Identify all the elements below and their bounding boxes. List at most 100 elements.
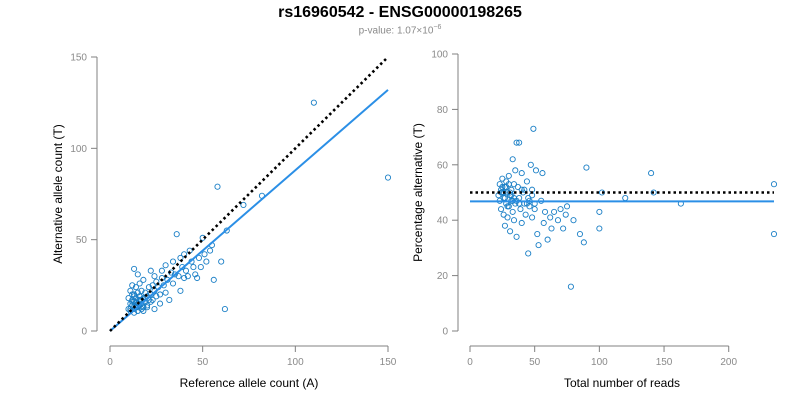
data-point — [529, 214, 536, 221]
y-tick-label: 100 — [70, 144, 87, 155]
y-tick-label: 50 — [76, 235, 88, 246]
data-point — [531, 206, 538, 213]
data-point — [522, 211, 529, 218]
data-point — [129, 282, 136, 289]
x-tick-label: 200 — [720, 357, 737, 368]
data-point — [512, 167, 519, 174]
data-point — [166, 296, 173, 303]
y-tick-label: 20 — [437, 271, 449, 282]
data-point — [501, 222, 508, 229]
data-point — [207, 247, 214, 254]
data-point — [197, 264, 204, 271]
data-point — [534, 230, 541, 238]
x-tick-label: 50 — [529, 357, 541, 368]
data-point — [513, 233, 520, 240]
data-point — [499, 183, 506, 191]
data-point — [497, 206, 505, 213]
data-point — [510, 217, 518, 224]
data-point — [499, 175, 506, 182]
scatter-plot-percentage: 0 20 40 60 80 100 0 50 100 150 200 Total number of … — [411, 50, 778, 390]
data-point — [507, 189, 514, 196]
y-tick-label: 0 — [81, 327, 87, 338]
data-point — [136, 293, 143, 300]
data-point — [563, 203, 571, 210]
data-point — [539, 170, 546, 177]
y-tick-label: 80 — [437, 105, 449, 116]
data-point — [596, 208, 603, 215]
x-axis-title: Reference allele count (A) — [180, 376, 319, 390]
data-point — [562, 211, 569, 218]
data-point — [384, 174, 392, 181]
data-point — [156, 291, 164, 298]
data-point — [532, 167, 540, 174]
x-tick-label: 0 — [107, 357, 113, 368]
y-tick-label: 100 — [431, 50, 448, 61]
data-point — [310, 99, 317, 106]
data-point — [540, 219, 547, 227]
data-point — [525, 250, 532, 257]
data-point — [169, 258, 177, 265]
data-point — [169, 280, 177, 287]
data-point — [127, 287, 134, 294]
data-point — [508, 192, 515, 199]
data-point — [194, 274, 201, 282]
data-point — [517, 206, 524, 213]
data-point — [598, 189, 605, 196]
data-point — [151, 306, 158, 313]
x-tick-label: 150 — [656, 357, 673, 368]
p-value-text: p-value: 1.07×10 — [358, 25, 434, 37]
data-point — [140, 307, 147, 314]
data-point — [151, 273, 158, 280]
data-point — [184, 273, 191, 280]
data-point — [560, 225, 567, 232]
data-point — [596, 225, 603, 232]
x-tick-label: 150 — [380, 357, 397, 368]
data-point — [583, 164, 590, 171]
data-point — [514, 183, 521, 191]
data-point — [147, 298, 154, 305]
data-point — [547, 214, 554, 221]
data-point — [195, 254, 203, 261]
data-point — [521, 186, 528, 193]
data-point — [580, 239, 587, 246]
data-point — [201, 251, 208, 258]
data-point — [136, 280, 143, 287]
data-point — [140, 295, 147, 302]
data-point — [153, 278, 160, 285]
x-tick-label: 100 — [287, 357, 304, 368]
data-point — [518, 219, 525, 227]
data-point — [153, 293, 160, 300]
data-point — [554, 217, 562, 224]
data-point — [507, 228, 514, 235]
data-point — [171, 271, 178, 278]
data-point — [504, 214, 511, 221]
scatter-plot-counts: 0 50 100 150 0 50 100 150 Reference allele count… — [51, 53, 397, 391]
data-point — [221, 306, 228, 313]
data-point — [770, 230, 778, 238]
data-point — [648, 170, 655, 177]
y-axis-title: Percentage alternative (T) — [411, 123, 425, 262]
data-point — [175, 273, 182, 280]
data-point — [504, 203, 511, 210]
data-point — [770, 181, 778, 188]
data-point — [576, 230, 584, 238]
y-tick-label: 40 — [437, 216, 449, 227]
data-point — [548, 225, 555, 232]
data-point — [203, 258, 210, 265]
data-point — [557, 206, 564, 213]
data-point — [145, 284, 152, 291]
data-point — [530, 125, 537, 132]
data-point — [503, 183, 510, 191]
data-point — [500, 189, 507, 196]
data-point — [210, 276, 217, 283]
y-tick-label: 60 — [437, 160, 449, 171]
data-point — [162, 262, 169, 269]
data-point — [181, 274, 188, 282]
data-point — [147, 267, 154, 274]
data-point — [138, 287, 145, 294]
data-point — [129, 302, 136, 309]
data-point — [182, 267, 190, 274]
data-point — [131, 291, 138, 298]
data-point — [570, 217, 577, 224]
data-point — [518, 170, 525, 177]
